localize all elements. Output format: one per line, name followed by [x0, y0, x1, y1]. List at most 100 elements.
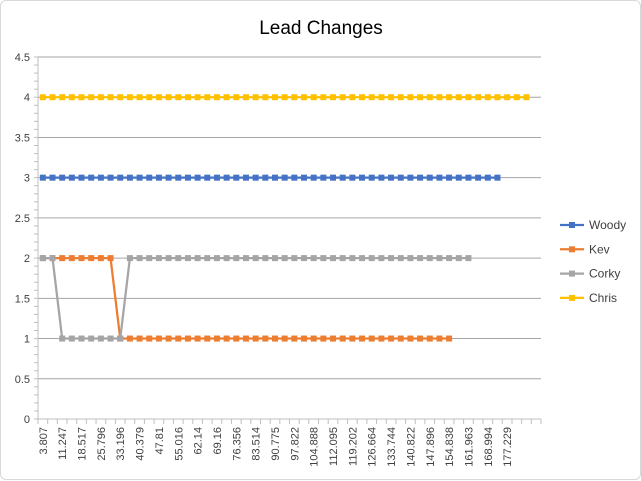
data-point-chris [378, 94, 385, 101]
data-point-woody [262, 174, 269, 181]
data-point-chris [504, 94, 511, 101]
data-point-chris [262, 94, 269, 101]
data-point-kev [252, 335, 259, 342]
data-point-chris [484, 94, 491, 101]
data-point-chris [204, 94, 211, 101]
data-point-chris [49, 94, 56, 101]
data-point-kev [446, 335, 453, 342]
data-point-woody [49, 174, 56, 181]
data-point-woody [252, 174, 259, 181]
data-point-corky [39, 255, 46, 262]
data-point-woody [175, 174, 182, 181]
legend-marker-corky [569, 270, 575, 277]
data-point-kev [204, 335, 211, 342]
data-point-woody [397, 174, 404, 181]
data-point-corky [262, 255, 269, 262]
data-point-kev [349, 335, 356, 342]
x-tick-label: 11.247 [57, 427, 69, 460]
data-point-corky [388, 255, 395, 262]
data-point-corky [320, 255, 327, 262]
legend-label-woody: Woody [589, 218, 626, 232]
data-point-woody [117, 174, 124, 181]
data-point-corky [339, 255, 346, 262]
data-point-chris [359, 94, 366, 101]
data-point-woody [349, 174, 356, 181]
data-point-chris [78, 94, 85, 101]
data-point-corky [417, 255, 424, 262]
data-point-kev [426, 335, 433, 342]
data-point-corky [78, 335, 85, 342]
data-point-woody [465, 174, 472, 181]
data-point-chris [281, 94, 288, 101]
x-tick-label: 177.229 [502, 427, 514, 467]
data-point-woody [339, 174, 346, 181]
data-point-kev [407, 335, 414, 342]
data-point-corky [223, 255, 230, 262]
data-point-chris [513, 94, 520, 101]
data-point-woody [446, 174, 453, 181]
data-point-woody [184, 174, 191, 181]
x-tick-label: 161.963 [463, 427, 475, 467]
y-tick-label: 4.5 [15, 52, 30, 64]
data-point-chris [223, 94, 230, 101]
data-point-woody [107, 174, 114, 181]
data-point-kev [213, 335, 220, 342]
data-point-corky [378, 255, 385, 262]
data-point-corky [397, 255, 404, 262]
data-point-woody [291, 174, 298, 181]
data-point-chris [213, 94, 220, 101]
y-tick-label: 3 [24, 173, 30, 185]
data-point-chris [117, 94, 124, 101]
data-point-corky [68, 335, 75, 342]
data-point-woody [301, 174, 308, 181]
data-point-corky [213, 255, 220, 262]
data-point-kev [281, 335, 288, 342]
x-tick-label: 47.81 [154, 427, 166, 455]
x-tick-label: 62.14 [193, 427, 205, 455]
data-point-chris [165, 94, 172, 101]
x-tick-label: 154.838 [444, 427, 456, 467]
data-point-kev [339, 335, 346, 342]
data-point-corky [242, 255, 249, 262]
data-point-chris [407, 94, 414, 101]
data-point-corky [252, 255, 259, 262]
data-point-chris [252, 94, 259, 101]
data-point-woody [204, 174, 211, 181]
data-point-corky [88, 335, 95, 342]
data-point-kev [97, 255, 104, 262]
data-point-corky [107, 335, 114, 342]
data-point-kev [291, 335, 298, 342]
data-point-corky [310, 255, 317, 262]
y-tick-label: 2.5 [15, 213, 30, 225]
data-point-chris [136, 94, 143, 101]
data-point-corky [175, 255, 182, 262]
legend-label-corky: Corky [589, 267, 620, 281]
data-point-kev [107, 255, 114, 262]
data-point-chris [184, 94, 191, 101]
x-tick-label: 25.796 [96, 427, 108, 461]
legend-label-kev: Kev [589, 242, 610, 256]
x-tick-label: 76.356 [231, 427, 243, 461]
y-tick-label: 1 [24, 334, 30, 346]
data-point-woody [242, 174, 249, 181]
data-point-kev [368, 335, 375, 342]
legend-label-chris: Chris [589, 291, 617, 305]
data-point-corky [359, 255, 366, 262]
data-point-kev [184, 335, 191, 342]
data-point-kev [59, 255, 66, 262]
data-point-woody [310, 174, 317, 181]
data-point-chris [523, 94, 530, 101]
data-point-corky [146, 255, 153, 262]
data-point-chris [68, 94, 75, 101]
data-point-chris [397, 94, 404, 101]
data-point-kev [126, 335, 133, 342]
data-point-corky [117, 335, 124, 342]
data-point-kev [194, 335, 201, 342]
data-point-corky [155, 255, 162, 262]
data-point-kev [223, 335, 230, 342]
data-point-chris [349, 94, 356, 101]
x-tick-label: 18.517 [77, 427, 89, 461]
chart-title: Lead Changes [259, 18, 383, 39]
x-tick-label: 133.744 [386, 427, 398, 467]
